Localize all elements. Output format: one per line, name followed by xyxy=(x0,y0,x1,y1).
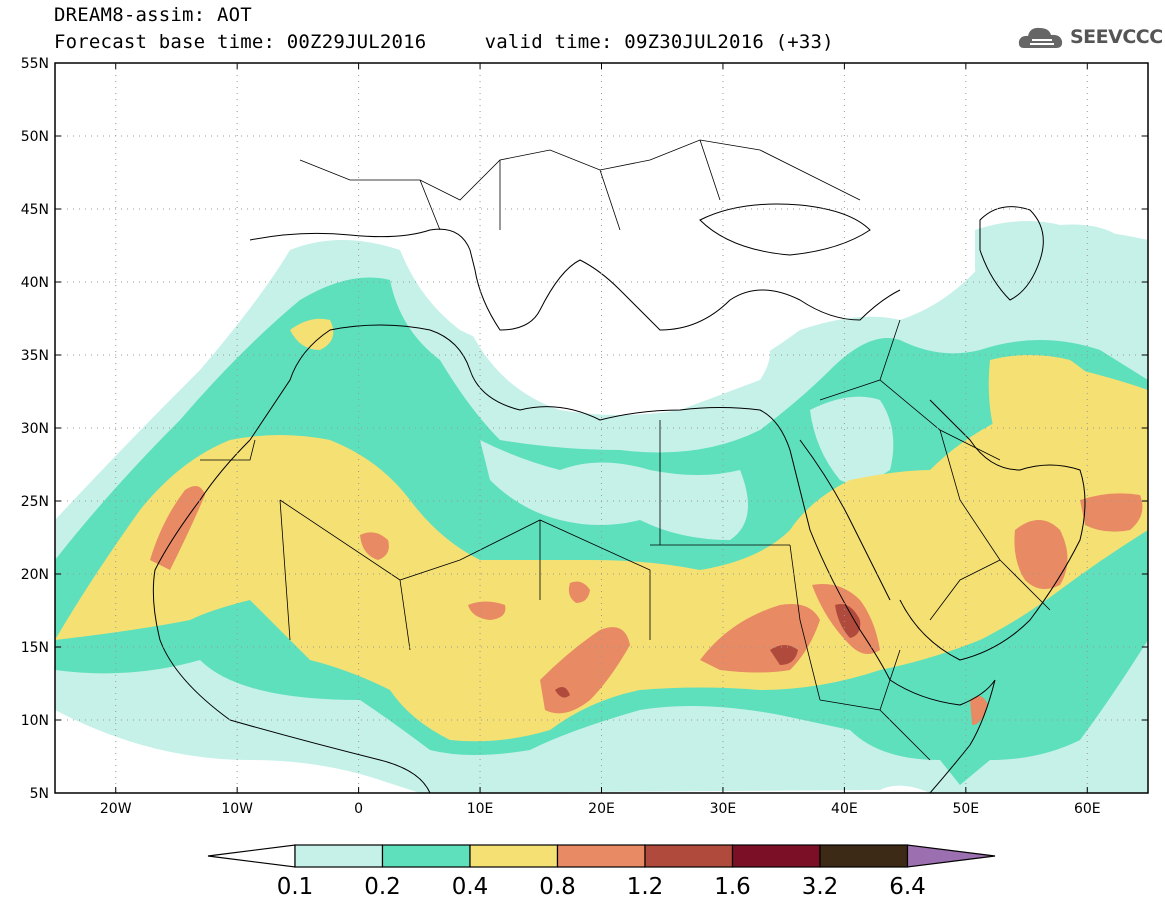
coastline-west-africa xyxy=(152,439,431,793)
lat-label: 30N xyxy=(21,421,49,437)
lat-label: 10N xyxy=(21,713,49,729)
lon-label: 20E xyxy=(588,801,615,817)
colorbar-arrow-low xyxy=(207,844,296,868)
aot-level-0.8-area-arabian-sea xyxy=(1080,493,1143,532)
lat-label: 5N xyxy=(30,786,49,802)
longitude-labels: 20W 10W 0 10E 20E 30E 40E 50E 60E xyxy=(100,801,1101,817)
colorbar-box xyxy=(381,844,471,868)
lon-label: 40E xyxy=(831,801,858,817)
border-sahara xyxy=(200,420,790,651)
aot-level-0.4-area-morocco xyxy=(290,318,334,350)
coastline-north-africa xyxy=(249,324,791,451)
lat-label: 15N xyxy=(21,640,49,656)
border-middle-east xyxy=(819,319,1051,621)
colorbar-label: 0.1 xyxy=(277,874,314,900)
seevccc-logo: SEEVCCC xyxy=(1016,22,1163,56)
colorbar-label: 0.4 xyxy=(452,874,489,900)
gridlines xyxy=(55,63,1148,793)
coastline-black-sea xyxy=(699,203,871,256)
aot-level-0.1-area-caspian xyxy=(975,221,1140,300)
country-borders xyxy=(200,139,1051,761)
colorbar-box xyxy=(644,844,734,868)
lat-label: 45N xyxy=(21,202,49,218)
colorbar-label: 1.2 xyxy=(627,874,664,900)
aot-level-1.2-area-chad xyxy=(555,686,570,698)
forecast-time-line: Forecast base time: 00Z29JUL2016 valid t… xyxy=(54,31,834,53)
colorbar-boxes xyxy=(207,844,996,868)
axis-ticks xyxy=(55,62,1148,794)
coastline-caspian xyxy=(979,206,1044,301)
border-east-africa xyxy=(789,544,931,761)
colorbar-box xyxy=(556,844,646,868)
lon-label: 50E xyxy=(952,801,979,817)
latitude-labels: 55N 50N 45N 40N 35N 30N 25N 20N 15N 10N 5N xyxy=(21,56,49,802)
map-title: DREAM8-assim: AOT xyxy=(54,4,252,26)
colorbar-arrow-high xyxy=(906,844,996,868)
aot-level-0.1-area-libya xyxy=(480,440,748,540)
colorbar-label: 3.2 xyxy=(802,874,839,900)
coastline-horn xyxy=(889,679,996,793)
coastline-europe xyxy=(249,228,901,331)
colorbar-labels: 0.1 0.2 0.4 0.8 1.2 1.6 3.2 6.4 xyxy=(277,874,926,900)
colorbar-box xyxy=(294,844,384,868)
lon-label: 60E xyxy=(1074,801,1101,817)
aot-level-1.2-area-eritrea xyxy=(835,604,861,638)
colorbar-label: 6.4 xyxy=(889,874,926,900)
cloud-icon xyxy=(1018,27,1063,48)
aot-level-1.2-area-sudan xyxy=(770,645,798,665)
lat-label: 25N xyxy=(21,494,49,510)
lat-label: 20N xyxy=(21,567,49,583)
colorbar-box xyxy=(469,844,559,868)
lon-label: 20W xyxy=(100,801,132,817)
colorbar-box xyxy=(731,844,821,868)
lon-label: 10W xyxy=(221,801,253,817)
aot-level-0.8-area-mauritania xyxy=(150,486,205,570)
aot-level-0.8-area-libya-south xyxy=(568,581,590,603)
border-europe xyxy=(299,139,861,231)
coastline-red-sea xyxy=(789,439,891,681)
lon-label: 10E xyxy=(467,801,494,817)
colorbar-label: 0.2 xyxy=(364,874,401,900)
lat-label: 40N xyxy=(21,275,49,291)
aot-level-0.8-area-somalia xyxy=(970,696,988,725)
aot-low-area-libya xyxy=(470,316,770,415)
aot-level-0.8-area-sahara-west xyxy=(360,532,389,560)
colorbar-box xyxy=(819,844,909,868)
coastlines xyxy=(152,203,1086,793)
lat-label: 55N xyxy=(21,56,49,72)
logo-text: SEEVCCC xyxy=(1070,26,1163,48)
aot-level-0.4-area-arabia xyxy=(988,355,1148,528)
aot-level-0.8-area-niger xyxy=(468,601,506,620)
lat-label: 50N xyxy=(21,129,49,145)
colorbar-label: 1.6 xyxy=(714,874,751,900)
lon-label: 0 xyxy=(354,801,363,817)
coastline-arabia xyxy=(899,399,1086,661)
lat-label: 35N xyxy=(21,348,49,364)
aot-level-0.8-area-oman xyxy=(1014,520,1068,589)
aot-level-0.1-area-egypt xyxy=(810,396,894,484)
colorbar-label: 0.8 xyxy=(539,874,576,900)
lon-label: 30E xyxy=(710,801,737,817)
